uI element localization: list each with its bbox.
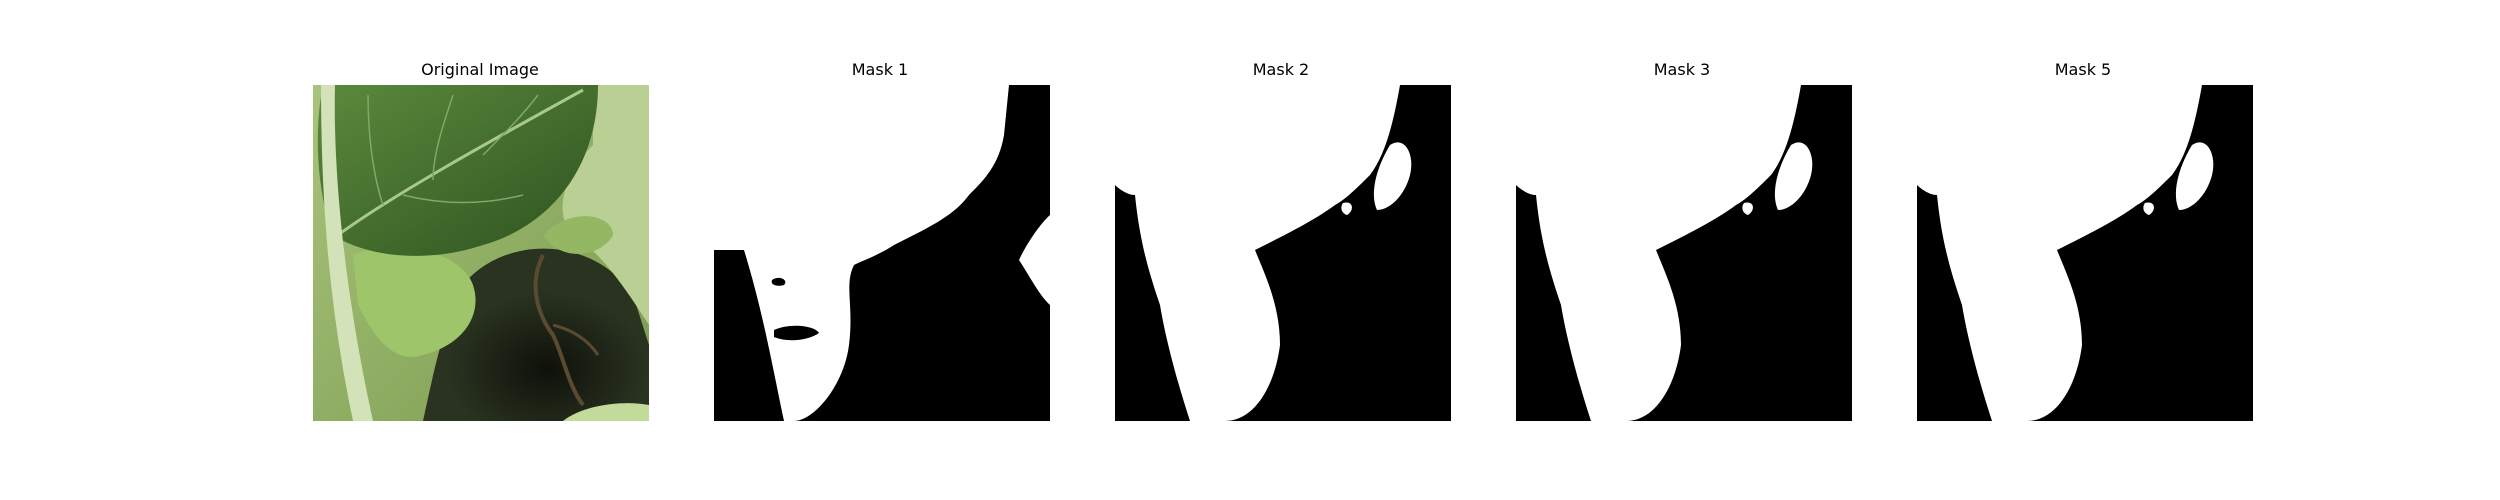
mask-5-image	[1917, 85, 2253, 421]
mask-3-image	[1516, 85, 1852, 421]
panel-title: Mask 1	[851, 60, 909, 79]
panel-title: Mask 2	[1252, 60, 1310, 79]
panel-title: Mask 5	[2054, 60, 2112, 79]
panel-title: Mask 3	[1653, 60, 1711, 79]
mask-2-image	[1115, 85, 1451, 421]
original-image	[313, 85, 649, 421]
panel-title: Original Image	[421, 60, 539, 79]
mask-1-image	[714, 85, 1050, 421]
